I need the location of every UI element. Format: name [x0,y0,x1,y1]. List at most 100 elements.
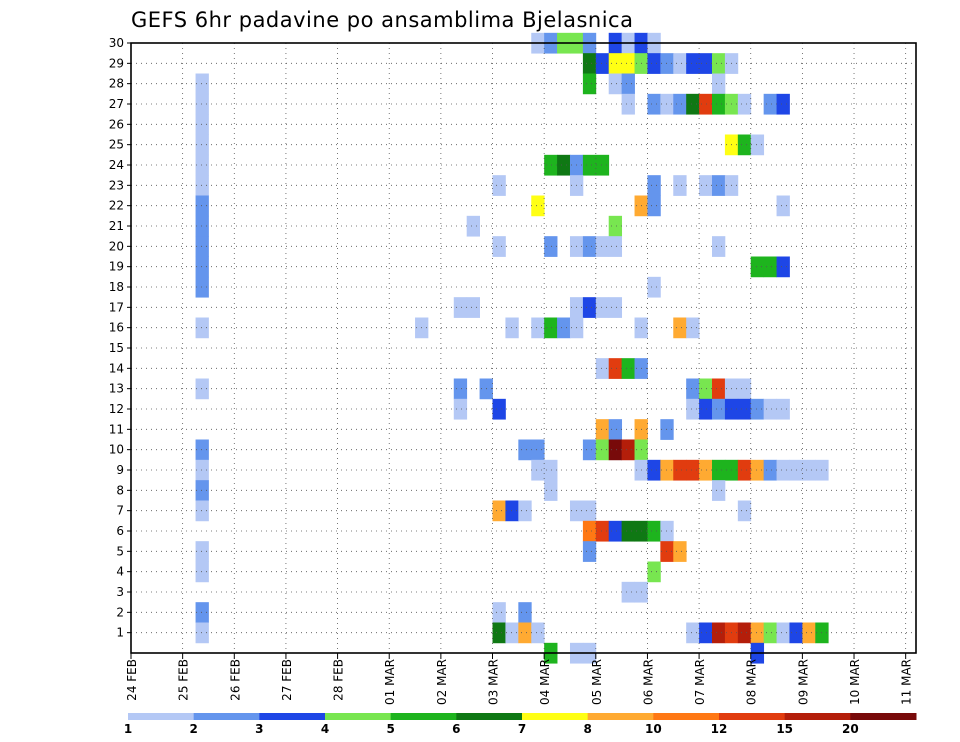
heatmap-cell [608,73,623,95]
heatmap-cell [763,459,777,481]
heatmap-cells [195,32,829,664]
heatmap-cell [195,500,209,522]
heatmap-cell [518,622,532,644]
heatmap-cell [686,378,700,400]
x-tick-label: 04 MAR [538,659,552,705]
legend-level-label: 12 [711,722,728,736]
heatmap-cell [195,175,209,196]
heatmap-cell [660,459,674,481]
heatmap-cell [763,256,777,278]
heatmap-cell [660,541,674,562]
y-tick-label: 13 [109,382,124,396]
heatmap-cell [531,317,545,339]
y-tick-label: 28 [109,77,124,91]
heatmap-cell [647,561,661,583]
heatmap-cell [621,520,635,542]
legend-swatch [522,713,589,720]
heatmap-cell [582,297,597,318]
heatmap-cell [492,500,506,522]
legend-swatch [259,713,326,720]
heatmap-cell [712,459,726,481]
legend-level-label: 5 [386,722,394,736]
x-tick-label: 02 MAR [435,659,449,705]
grid-lines [131,42,916,653]
legend-swatch [325,713,392,720]
heatmap-cell [660,419,674,440]
heatmap-cell [518,439,532,461]
heatmap-cell [195,378,209,400]
x-tick-label: 08 MAR [745,659,759,705]
legend-level-label: 1 [124,722,132,736]
heatmap-cell [544,236,558,257]
heatmap-cell [195,73,209,95]
heatmap-cell [608,520,623,542]
heatmap-cell [582,154,597,176]
x-tick-label: 26 FEB [228,659,242,701]
heatmap-cell [492,175,506,196]
heatmap-cell [686,622,700,644]
heatmap-cell [737,500,752,522]
heatmap-cell [544,459,558,481]
heatmap-cell [582,73,597,95]
heatmap-cell [595,297,610,318]
y-tick-label: 16 [109,321,124,335]
heatmap-cell [492,398,506,420]
heatmap-cell [595,358,610,379]
heatmap-cell [750,398,765,420]
heatmap-cell [582,520,597,542]
heatmap-cell [595,520,610,542]
heatmap-cell [195,256,209,278]
heatmap-cell [195,236,209,257]
x-tick-label: 09 MAR [796,659,810,705]
heatmap-cell [595,53,610,74]
heatmap-cell [595,154,610,176]
heatmap-cell [737,93,752,115]
heatmap-cell [466,215,480,237]
heatmap-cell [763,93,777,115]
chart-title: GEFS 6hr padavine po ansamblima Bjelasni… [131,8,633,32]
legend-swatch [456,713,523,720]
y-tick-label: 7 [116,504,124,518]
heatmap-cell [453,297,468,318]
heatmap-cell [712,480,726,501]
heatmap-cell [582,53,597,74]
heatmap-cell [608,358,623,379]
legend-level-label: 8 [583,722,591,736]
heatmap-cell [582,541,597,562]
heatmap-cell [647,53,661,74]
legend-swatch [390,713,457,720]
legend-swatch [784,713,851,720]
color-legend: 1 2 3 4 5 6 7 8 10 12 15 20 [124,713,917,736]
y-tick-label: 6 [116,524,124,538]
y-tick-label: 15 [109,341,124,355]
heatmap-cell [608,439,623,461]
y-tick-label: 23 [109,178,124,192]
heatmap-cell [686,53,700,74]
heatmap-cell [686,317,700,339]
heatmap-cell [686,459,700,481]
heatmap-cell [699,459,713,481]
heatmap-cell [712,93,726,115]
heatmap-cell [802,622,816,644]
heatmap-cell [763,622,777,644]
heatmap-cell [195,541,209,562]
x-tick-label: 01 MAR [383,659,397,705]
heatmap-cell [492,236,506,257]
heatmap-cell [195,480,209,501]
heatmap-cell [699,53,713,74]
heatmap-cell [699,93,713,115]
x-tick-label: 28 FEB [332,659,346,701]
heatmap-cell [531,459,545,481]
heatmap-cell [582,439,597,461]
heatmap-cell [608,419,623,440]
heatmap-cell [595,236,610,257]
heatmap-cell [737,459,752,481]
heatmap-cell [505,317,519,339]
heatmap-cell [544,480,558,501]
heatmap-cell [621,93,635,115]
heatmap-cell [621,439,635,461]
heatmap-cell [712,398,726,420]
heatmap-cell [673,175,687,196]
heatmap-cell [195,154,209,176]
